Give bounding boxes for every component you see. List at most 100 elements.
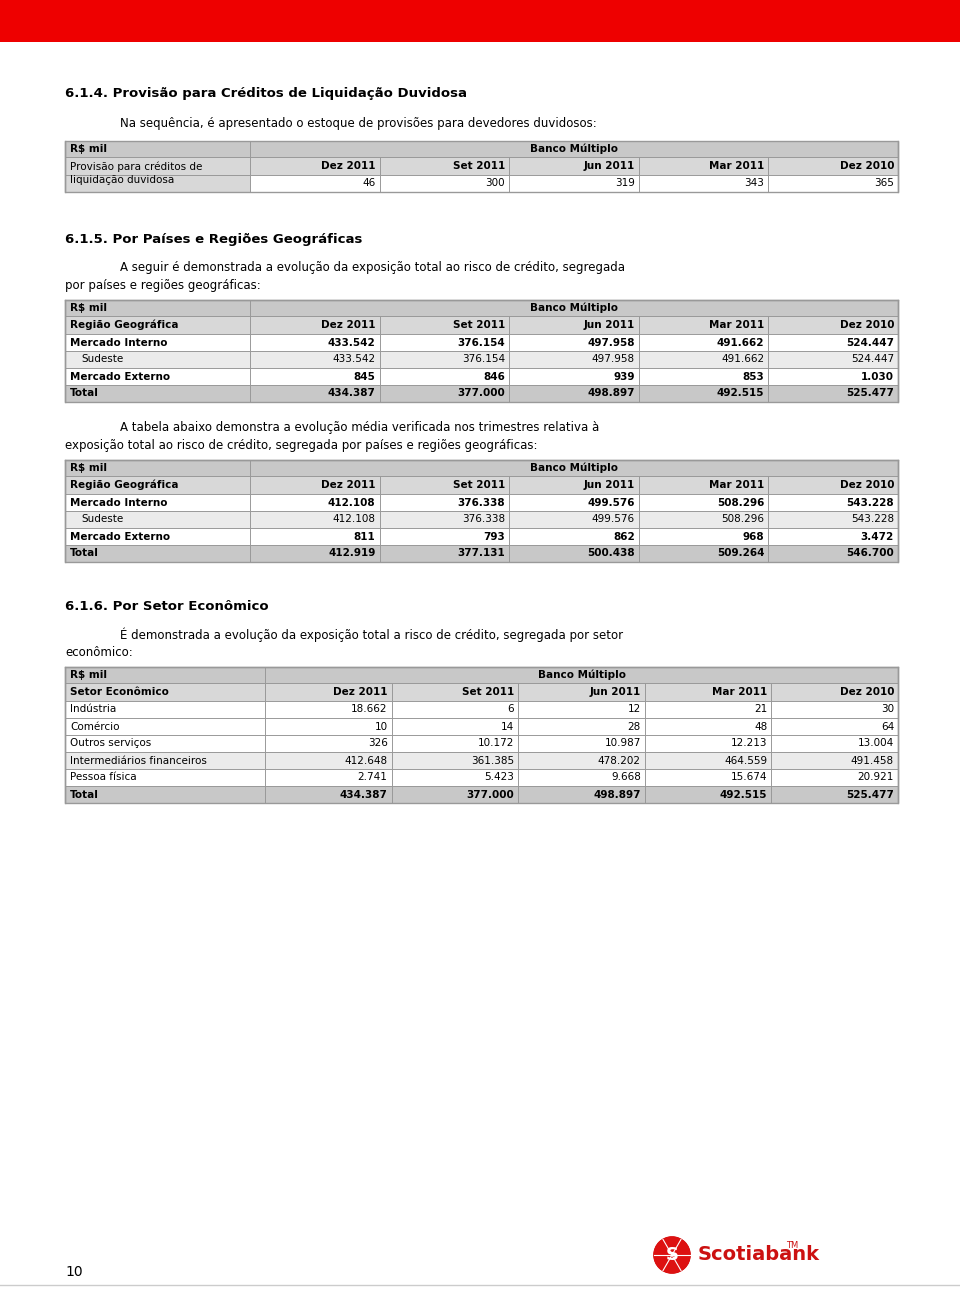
Text: TM: TM bbox=[786, 1241, 799, 1250]
Text: A seguir é demonstrada a evolução da exposição total ao risco de crédito, segreg: A seguir é demonstrada a evolução da exp… bbox=[120, 261, 625, 274]
Text: 525.477: 525.477 bbox=[846, 790, 894, 800]
Text: 546.700: 546.700 bbox=[847, 548, 894, 559]
Text: 376.338: 376.338 bbox=[458, 497, 505, 508]
Bar bbox=[65, 529, 898, 545]
Text: Sudeste: Sudeste bbox=[81, 355, 123, 364]
Text: Mercado Externo: Mercado Externo bbox=[70, 531, 170, 542]
Text: Total: Total bbox=[70, 790, 99, 800]
Text: 376.154: 376.154 bbox=[458, 338, 505, 347]
Bar bbox=[65, 476, 898, 495]
Text: Total: Total bbox=[70, 389, 99, 398]
Text: Set 2011: Set 2011 bbox=[453, 320, 505, 330]
Text: 376.154: 376.154 bbox=[462, 355, 505, 364]
Bar bbox=[65, 316, 898, 334]
Bar bbox=[65, 701, 898, 718]
Text: Sudeste: Sudeste bbox=[81, 514, 123, 525]
Text: 434.387: 434.387 bbox=[340, 790, 388, 800]
Text: Jun 2011: Jun 2011 bbox=[584, 320, 635, 330]
Bar bbox=[65, 752, 898, 769]
Text: 412.108: 412.108 bbox=[332, 514, 375, 525]
Bar bbox=[0, 0, 960, 42]
Text: S: S bbox=[665, 1246, 679, 1265]
Text: 5.423: 5.423 bbox=[485, 773, 515, 783]
Text: Mar 2011: Mar 2011 bbox=[712, 686, 767, 697]
Text: Indústria: Indústria bbox=[70, 705, 116, 715]
Text: Mercado Interno: Mercado Interno bbox=[70, 497, 167, 508]
Bar bbox=[65, 769, 898, 786]
Text: 319: 319 bbox=[615, 179, 635, 188]
Text: 412.108: 412.108 bbox=[328, 497, 375, 508]
Text: 500.438: 500.438 bbox=[588, 548, 635, 559]
Text: 48: 48 bbox=[755, 722, 767, 732]
Bar bbox=[65, 786, 898, 803]
Text: 499.576: 499.576 bbox=[591, 514, 635, 525]
Bar bbox=[65, 459, 898, 562]
Text: 46: 46 bbox=[362, 179, 375, 188]
Text: 499.576: 499.576 bbox=[588, 497, 635, 508]
Text: 508.296: 508.296 bbox=[717, 497, 764, 508]
Text: Jun 2011: Jun 2011 bbox=[584, 161, 635, 171]
Bar bbox=[65, 351, 898, 368]
Text: 525.477: 525.477 bbox=[846, 389, 894, 398]
Text: 845: 845 bbox=[353, 372, 375, 381]
Text: R$ mil: R$ mil bbox=[70, 669, 107, 680]
Text: 524.447: 524.447 bbox=[846, 338, 894, 347]
Text: 939: 939 bbox=[613, 372, 635, 381]
Text: Dez 2011: Dez 2011 bbox=[321, 480, 375, 489]
Text: Outros serviços: Outros serviços bbox=[70, 739, 152, 749]
Text: Scotiabank: Scotiabank bbox=[698, 1245, 820, 1265]
Text: 846: 846 bbox=[483, 372, 505, 381]
Text: por países e regiões geográficas:: por países e regiões geográficas: bbox=[65, 279, 261, 292]
Text: 491.458: 491.458 bbox=[851, 756, 894, 766]
Text: 412.919: 412.919 bbox=[328, 548, 375, 559]
Text: liquidação duvidosa: liquidação duvidosa bbox=[70, 175, 175, 185]
Bar bbox=[65, 300, 898, 402]
Text: 491.662: 491.662 bbox=[717, 338, 764, 347]
Text: 377.000: 377.000 bbox=[458, 389, 505, 398]
Text: Mar 2011: Mar 2011 bbox=[709, 320, 764, 330]
Text: 12: 12 bbox=[628, 705, 641, 715]
Text: Dez 2010: Dez 2010 bbox=[839, 161, 894, 171]
Text: 343: 343 bbox=[745, 179, 764, 188]
Text: 1.030: 1.030 bbox=[861, 372, 894, 381]
Bar bbox=[65, 334, 898, 351]
Text: Região Geográfica: Região Geográfica bbox=[70, 320, 179, 330]
Text: 433.542: 433.542 bbox=[328, 338, 375, 347]
Text: 6.1.6. Por Setor Econômico: 6.1.6. Por Setor Econômico bbox=[65, 599, 269, 612]
Text: Banco Múltiplo: Banco Múltiplo bbox=[530, 144, 618, 154]
Text: Banco Múltiplo: Banco Múltiplo bbox=[530, 463, 618, 474]
Text: Mar 2011: Mar 2011 bbox=[709, 161, 764, 171]
Text: 28: 28 bbox=[628, 722, 641, 732]
Text: R$ mil: R$ mil bbox=[70, 303, 107, 313]
Text: 2.741: 2.741 bbox=[358, 773, 388, 783]
Text: Intermediários financeiros: Intermediários financeiros bbox=[70, 756, 206, 766]
Text: Set 2011: Set 2011 bbox=[462, 686, 515, 697]
Text: 361.385: 361.385 bbox=[471, 756, 515, 766]
Text: 433.542: 433.542 bbox=[332, 355, 375, 364]
Text: 497.958: 497.958 bbox=[588, 338, 635, 347]
Text: 434.387: 434.387 bbox=[327, 389, 375, 398]
Bar bbox=[250, 175, 898, 192]
Text: 509.264: 509.264 bbox=[717, 548, 764, 559]
Text: exposição total ao risco de crédito, segregada por países e regiões geográficas:: exposição total ao risco de crédito, seg… bbox=[65, 440, 538, 453]
Text: 21: 21 bbox=[755, 705, 767, 715]
Text: 20.921: 20.921 bbox=[857, 773, 894, 783]
Text: Dez 2010: Dez 2010 bbox=[839, 686, 894, 697]
Text: 543.228: 543.228 bbox=[847, 497, 894, 508]
Circle shape bbox=[654, 1237, 690, 1272]
Bar bbox=[65, 512, 898, 529]
Bar bbox=[250, 157, 898, 175]
Text: 18.662: 18.662 bbox=[351, 705, 388, 715]
Text: 853: 853 bbox=[743, 372, 764, 381]
Bar bbox=[65, 385, 898, 402]
Text: Dez 2011: Dez 2011 bbox=[321, 320, 375, 330]
Text: Mercado Externo: Mercado Externo bbox=[70, 372, 170, 381]
Text: 862: 862 bbox=[613, 531, 635, 542]
Text: Região Geográfica: Região Geográfica bbox=[70, 480, 179, 491]
Bar bbox=[65, 157, 250, 192]
Text: 968: 968 bbox=[743, 531, 764, 542]
Text: 10.172: 10.172 bbox=[478, 739, 515, 749]
Bar bbox=[65, 141, 898, 192]
Text: 6.1.4. Provisão para Créditos de Liquidação Duvidosa: 6.1.4. Provisão para Créditos de Liquida… bbox=[65, 87, 467, 100]
Bar bbox=[65, 300, 898, 316]
